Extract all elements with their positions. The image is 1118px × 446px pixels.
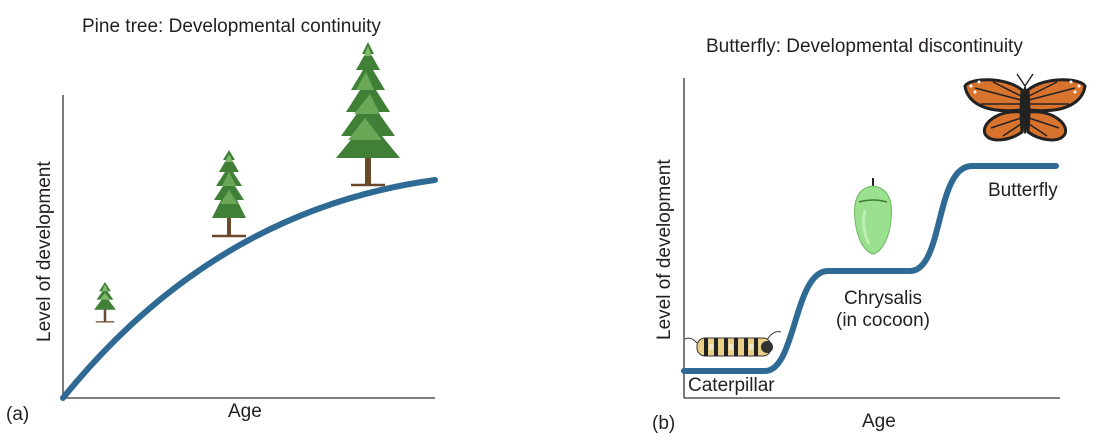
caterpillar-label: Caterpillar: [688, 375, 775, 396]
small-pine-tree-icon: [94, 282, 116, 323]
panel-a-x-axis-label: Age: [228, 401, 262, 422]
butterfly-label: Butterfly: [988, 180, 1058, 201]
continuity-curve: [60, 177, 438, 401]
panel-b-discontinuity: Butterfly: Developmental discontinuity L…: [560, 0, 1118, 446]
chrysalis-label-line-2: (in cocoon): [836, 310, 930, 331]
caterpillar-icon: [684, 331, 782, 357]
medium-pine-tree-icon: [212, 150, 246, 238]
chrysalis-label-line-1: Chrysalis: [843, 288, 923, 309]
chrysalis-icon: [854, 178, 892, 255]
monarch-butterfly-icon: [963, 73, 1087, 142]
panel-b-x-axis-label: Age: [862, 411, 896, 432]
panel-a-y-axis-label: Level of development: [34, 161, 55, 342]
discontinuity-step-curve: [681, 163, 1059, 374]
panel-a-label: (a): [6, 404, 30, 425]
panel-b-title: Butterfly: Developmental discontinuity: [706, 36, 1023, 57]
panel-b-y-axis-label: Level of development: [654, 159, 675, 340]
chrysalis-label: Chrysalis (in cocoon): [826, 288, 940, 332]
panel-a-continuity: Pine tree: Developmental continuity Leve…: [6, 16, 438, 425]
panel-b-label: (b): [652, 413, 676, 434]
panel-a-graphic: [60, 42, 438, 401]
large-pine-tree-icon: [336, 42, 400, 187]
panel-b-graphic: [681, 73, 1087, 399]
panel-a-title: Pine tree: Developmental continuity: [82, 16, 381, 37]
